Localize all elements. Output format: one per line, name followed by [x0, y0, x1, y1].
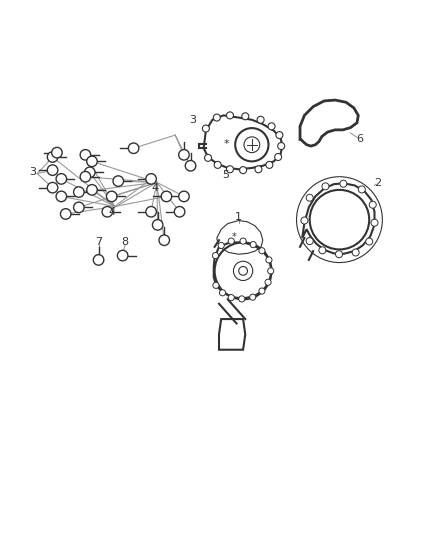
Circle shape	[265, 279, 271, 285]
Text: 3: 3	[189, 115, 196, 125]
Circle shape	[268, 123, 275, 130]
Circle shape	[179, 150, 189, 160]
Circle shape	[371, 219, 378, 226]
Circle shape	[60, 209, 71, 219]
Circle shape	[340, 180, 347, 187]
Text: 4: 4	[152, 183, 159, 192]
Circle shape	[228, 295, 234, 301]
Circle shape	[219, 290, 226, 296]
Circle shape	[185, 160, 196, 171]
Circle shape	[102, 206, 113, 217]
Circle shape	[174, 206, 185, 217]
Circle shape	[213, 114, 220, 121]
Circle shape	[366, 238, 373, 245]
Circle shape	[93, 255, 104, 265]
Circle shape	[255, 166, 262, 173]
Circle shape	[259, 248, 265, 254]
Circle shape	[322, 183, 329, 190]
Circle shape	[159, 235, 170, 246]
Circle shape	[257, 116, 264, 123]
Circle shape	[226, 166, 233, 173]
Text: 6: 6	[357, 134, 364, 144]
Text: 5: 5	[222, 169, 229, 180]
Circle shape	[47, 182, 58, 193]
Circle shape	[161, 191, 172, 201]
Circle shape	[47, 165, 58, 175]
Circle shape	[228, 238, 234, 244]
Circle shape	[85, 167, 95, 177]
Text: 1: 1	[235, 212, 242, 222]
Circle shape	[205, 155, 212, 161]
Circle shape	[369, 201, 376, 208]
Circle shape	[117, 251, 128, 261]
Circle shape	[242, 113, 249, 120]
Circle shape	[80, 150, 91, 160]
Text: *: *	[232, 232, 236, 242]
Circle shape	[146, 174, 156, 184]
Circle shape	[306, 194, 313, 201]
Circle shape	[152, 220, 163, 230]
Circle shape	[239, 266, 247, 275]
Text: 2: 2	[374, 178, 381, 188]
Circle shape	[240, 167, 247, 174]
Circle shape	[266, 257, 272, 263]
Circle shape	[106, 191, 117, 201]
Circle shape	[259, 288, 265, 294]
Text: 8: 8	[121, 237, 128, 247]
Circle shape	[56, 174, 67, 184]
Text: 4: 4	[108, 207, 115, 217]
Circle shape	[240, 238, 246, 244]
Circle shape	[276, 132, 283, 139]
Circle shape	[250, 241, 256, 248]
Circle shape	[74, 202, 84, 213]
Circle shape	[268, 268, 274, 274]
Circle shape	[319, 247, 326, 254]
Circle shape	[87, 184, 97, 195]
Circle shape	[47, 152, 58, 162]
Circle shape	[146, 206, 156, 217]
Text: *: *	[224, 139, 229, 149]
Circle shape	[214, 161, 221, 168]
Circle shape	[113, 176, 124, 187]
Circle shape	[52, 147, 62, 158]
Circle shape	[358, 186, 365, 193]
Circle shape	[218, 243, 224, 248]
Circle shape	[275, 154, 282, 160]
Circle shape	[212, 253, 219, 259]
Circle shape	[179, 191, 189, 201]
Circle shape	[336, 251, 343, 258]
Circle shape	[128, 143, 139, 154]
Circle shape	[352, 249, 359, 256]
Circle shape	[278, 142, 285, 150]
Circle shape	[202, 125, 209, 132]
Circle shape	[239, 296, 245, 302]
Circle shape	[306, 238, 313, 245]
Circle shape	[266, 161, 273, 168]
Text: 3: 3	[29, 167, 36, 177]
Circle shape	[80, 172, 91, 182]
Circle shape	[74, 187, 84, 197]
Circle shape	[56, 191, 67, 201]
Circle shape	[87, 156, 97, 167]
Circle shape	[213, 282, 219, 288]
Circle shape	[226, 112, 233, 119]
Circle shape	[250, 294, 256, 300]
Circle shape	[301, 217, 308, 224]
Text: 7: 7	[95, 237, 102, 247]
